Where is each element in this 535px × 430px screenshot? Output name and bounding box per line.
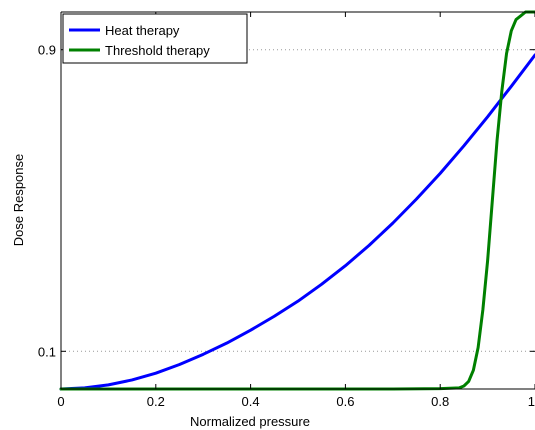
x-tick-label-0: 0 [57, 394, 64, 409]
legend: Heat therapy Threshold therapy [62, 13, 248, 64]
series-line-1 [59, 10, 535, 391]
x-tick-label-1: 0.2 [147, 394, 165, 409]
series-line-0 [59, 53, 535, 391]
legend-box [62, 13, 248, 64]
legend-label-threshold: Threshold therapy [105, 43, 210, 58]
y-tick-label-0: 0.1 [38, 344, 56, 359]
y-axis-label: Dose Response [11, 154, 26, 247]
legend-label-heat: Heat therapy [105, 23, 180, 38]
x-tick-label-2: 0.4 [242, 394, 260, 409]
y-tick-label-1: 0.9 [38, 43, 56, 58]
x-tick-label-5: 1 [528, 394, 535, 409]
x-axis-label: Normalized pressure [190, 414, 310, 429]
grid-layer [61, 49, 535, 352]
ticks-layer: 0.1 0.9 0 0.2 0.4 0.6 0.8 1 [38, 12, 535, 409]
axes-layer [60, 11, 535, 390]
series-layer [59, 10, 535, 391]
x-tick-label-4: 0.8 [431, 394, 449, 409]
x-tick-label-3: 0.6 [336, 394, 354, 409]
